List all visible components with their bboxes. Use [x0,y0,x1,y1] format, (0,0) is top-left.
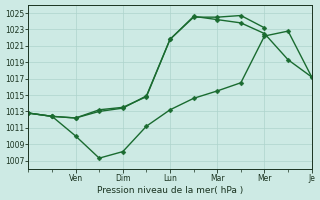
X-axis label: Pression niveau de la mer( hPa ): Pression niveau de la mer( hPa ) [97,186,243,195]
